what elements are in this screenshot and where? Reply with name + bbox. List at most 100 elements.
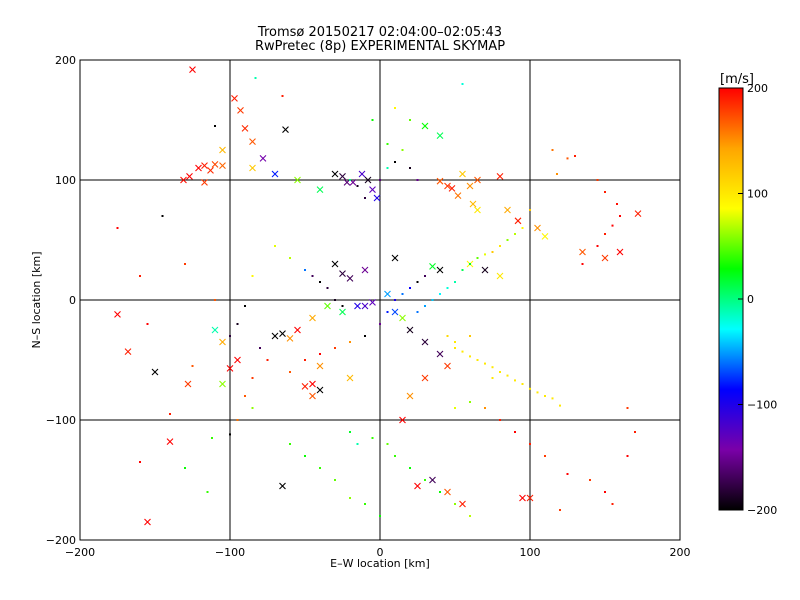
data-point-cross: [579, 248, 586, 256]
data-points: [114, 66, 642, 526]
data-point-cross: [166, 438, 174, 445]
data-point-cross: [249, 138, 256, 145]
grid-lines: [80, 60, 680, 540]
data-point-cross: [481, 266, 489, 274]
data-point-cross: [186, 173, 193, 180]
data-point-dot: [529, 387, 531, 390]
data-point-cross: [444, 488, 451, 496]
data-point-dot: [169, 413, 171, 415]
data-point-cross: [526, 494, 534, 502]
data-point-dot: [319, 467, 321, 469]
data-point-dot: [371, 119, 374, 121]
colorbar-ticks: 200 100 0 −100 −200: [738, 82, 777, 517]
data-point-dot: [469, 401, 471, 403]
data-point-dot: [484, 253, 486, 256]
colorbar-tick-label: −100: [747, 399, 777, 412]
data-point-dot: [499, 371, 501, 373]
data-point-dot: [386, 311, 389, 313]
data-point-dot: [394, 161, 396, 163]
data-point-dot: [626, 455, 629, 457]
data-point-dot: [184, 263, 186, 265]
data-point-cross: [436, 266, 444, 274]
data-point-cross: [406, 326, 414, 334]
colorbar-tick-label: 200: [747, 82, 768, 95]
data-point-dot: [341, 305, 344, 307]
data-point-cross: [474, 176, 481, 184]
data-point-cross: [301, 383, 309, 390]
data-point-dot: [401, 293, 404, 295]
data-point-dot: [191, 365, 194, 367]
data-point-cross: [309, 380, 316, 388]
data-point-dot: [244, 305, 246, 307]
data-point-dot: [236, 419, 239, 421]
data-point-cross: [444, 362, 451, 370]
data-point-dot: [596, 245, 599, 247]
x-tick-label: −200: [65, 546, 95, 559]
data-point-cross: [339, 308, 346, 316]
data-point-cross: [346, 275, 354, 282]
data-point-dot: [499, 419, 501, 421]
data-point-dot: [559, 509, 561, 511]
data-point-dot: [319, 353, 321, 355]
data-point-cross: [124, 348, 132, 355]
data-point-dot: [304, 269, 306, 271]
chart-subtitle: RwPretec (8p) EXPERIMENTAL SKYMAP: [255, 39, 505, 54]
y-axis-ticks: 200 100 0 −100 −200: [46, 54, 680, 547]
data-point-cross: [369, 299, 376, 306]
data-point-dot: [161, 215, 164, 217]
data-point-dot: [611, 503, 614, 505]
data-point-dot: [211, 437, 213, 439]
chart-title: Tromsø 20150217 02:04:00–02:05:43: [257, 25, 502, 40]
data-point-dot: [506, 374, 509, 377]
data-point-dot: [229, 335, 231, 337]
data-point-dot: [596, 179, 599, 181]
data-point-dot: [521, 383, 524, 385]
data-point-dot: [386, 143, 389, 145]
data-point-cross: [466, 182, 474, 190]
data-point-dot: [484, 362, 486, 365]
data-point-cross: [331, 170, 339, 178]
data-point-cross: [219, 146, 226, 154]
data-point-dot: [334, 479, 336, 481]
data-point-dot: [326, 287, 329, 289]
data-point-cross: [504, 206, 511, 214]
data-point-cross: [448, 185, 456, 192]
data-point-dot: [229, 433, 231, 436]
y-tick-label: 100: [55, 174, 76, 187]
data-point-cross: [534, 224, 541, 232]
data-point-dot: [334, 299, 336, 301]
data-point-dot: [214, 299, 216, 301]
data-point-cross: [346, 374, 354, 382]
data-point-dot: [626, 407, 629, 409]
data-point-dot: [469, 515, 471, 517]
data-point-dot: [259, 347, 261, 349]
data-point-cross: [354, 302, 361, 310]
data-point-cross: [309, 392, 316, 400]
data-point-cross: [339, 173, 346, 180]
data-point-cross: [436, 132, 444, 139]
colorbar-tick-label: −200: [747, 504, 777, 517]
data-point-dot: [454, 281, 456, 283]
x-axis-label: E–W location [km]: [330, 557, 430, 570]
data-point-dot: [356, 443, 359, 445]
data-point-dot: [289, 371, 291, 373]
data-point-dot: [409, 287, 411, 289]
data-point-dot: [379, 179, 381, 181]
data-point-dot: [349, 497, 351, 499]
data-point-cross: [369, 186, 376, 193]
data-point-dot: [409, 119, 411, 121]
data-point-dot: [469, 335, 471, 337]
data-point-cross: [634, 210, 642, 217]
data-point-dot: [304, 455, 306, 457]
data-point-cross: [429, 263, 436, 270]
data-point-dot: [424, 275, 426, 277]
data-point-cross: [391, 308, 399, 316]
data-point-cross: [294, 326, 301, 334]
data-point-dot: [439, 491, 441, 493]
data-point-cross: [459, 170, 466, 178]
data-point-cross: [211, 161, 219, 168]
data-point-cross: [454, 192, 462, 199]
data-point-cross: [616, 248, 624, 256]
data-point-dot: [604, 191, 606, 193]
data-point-cross: [234, 356, 241, 364]
